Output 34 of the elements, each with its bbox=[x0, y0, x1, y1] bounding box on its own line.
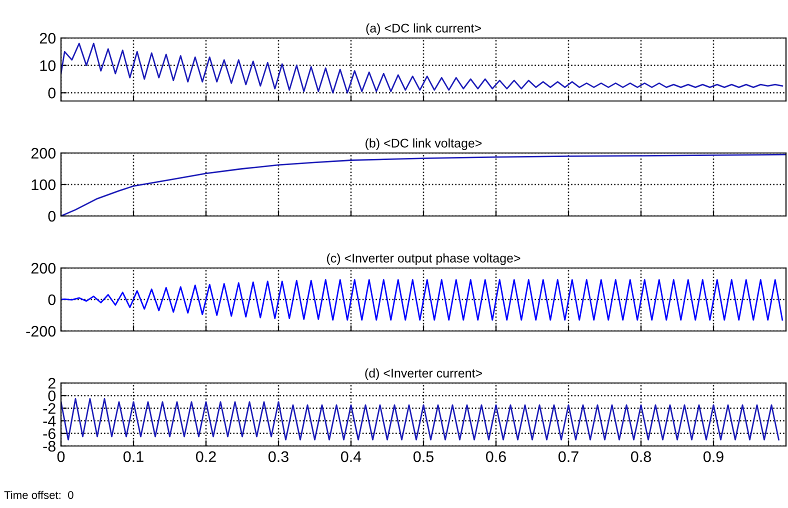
y-tick-label: -4 bbox=[43, 416, 56, 426]
chart-title: (d) <Inverter current> bbox=[365, 368, 482, 380]
chart-title: (c) <Inverter output phase voltage> bbox=[327, 253, 520, 266]
y-tick-label: 200 bbox=[31, 262, 56, 274]
y-tick-label: 200 bbox=[31, 148, 56, 159]
y-tick-label: 100 bbox=[32, 179, 56, 190]
chart-title: (b) <DC link voltage> bbox=[366, 138, 482, 150]
y-tick-label: 0 bbox=[48, 294, 56, 306]
x-tick-label: 0.4 bbox=[340, 451, 362, 462]
y-tick-label: -200 bbox=[26, 326, 56, 337]
x-tick-label: 0.5 bbox=[413, 451, 434, 462]
line-series bbox=[61, 42, 784, 94]
x-tick-label: 0.1 bbox=[123, 451, 144, 462]
x-tick-label: 0.9 bbox=[703, 451, 724, 462]
x-tick-label: 0.7 bbox=[558, 451, 578, 462]
x-tick-label: 0.6 bbox=[486, 451, 506, 462]
line-series bbox=[61, 398, 780, 440]
x-tick-label: 0.8 bbox=[630, 451, 651, 462]
text: Time offset: 0 bbox=[4, 490, 74, 499]
y-tick-label: -2 bbox=[43, 403, 56, 414]
y-tick-label: -6 bbox=[43, 428, 56, 440]
chart-title: (a) <DC link current> bbox=[366, 23, 481, 36]
y-tick-label: -8 bbox=[43, 440, 56, 452]
x-tick-label: 0 bbox=[57, 451, 65, 462]
y-tick-label: 2 bbox=[48, 378, 56, 389]
x-tick-label: 0.2 bbox=[196, 451, 216, 462]
line-series bbox=[61, 279, 784, 321]
line-series bbox=[61, 154, 786, 216]
y-tick-label: 0 bbox=[48, 210, 56, 222]
y-tick-label: 10 bbox=[40, 60, 56, 72]
x-tick-label: 0.3 bbox=[268, 451, 288, 462]
y-tick-label: 0 bbox=[48, 88, 56, 98]
y-tick-label: 20 bbox=[40, 32, 56, 44]
y-tick-label: 0 bbox=[48, 390, 56, 402]
